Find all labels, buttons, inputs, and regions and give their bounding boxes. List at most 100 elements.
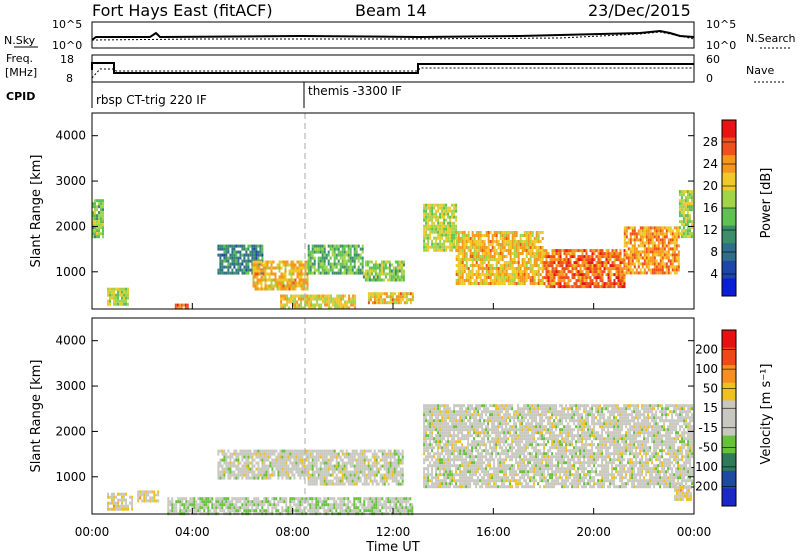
data-cell: [435, 218, 438, 222]
data-cell: [371, 295, 374, 299]
data-cell: [601, 255, 604, 259]
data-cell: [441, 224, 444, 228]
data-cell: [251, 503, 254, 507]
data-cell: [427, 452, 430, 456]
data-cell: [483, 276, 486, 279]
data-cell: [639, 253, 642, 257]
data-cell: [298, 260, 301, 264]
data-cell: [102, 205, 104, 209]
data-cell: [623, 238, 626, 242]
data-cell: [290, 281, 293, 285]
data-cell: [611, 255, 614, 259]
data-cell: [287, 506, 290, 510]
data-cell: [345, 268, 348, 272]
data-cell: [329, 458, 332, 462]
data-region: [252, 260, 309, 291]
data-cell: [375, 506, 378, 510]
data-cell: [443, 203, 446, 207]
data-cell: [325, 476, 328, 480]
data-cell: [369, 509, 372, 513]
data-cell: [355, 247, 358, 251]
data-cell: [645, 232, 648, 236]
data-cell: [237, 473, 240, 477]
data-cell: [451, 203, 454, 207]
data-cell: [549, 282, 552, 286]
data-cell: [487, 243, 490, 246]
data-cell: [310, 306, 313, 310]
data-cell: [307, 509, 310, 513]
data-cell: [293, 509, 296, 513]
data-cell: [429, 464, 432, 468]
data-cell: [511, 243, 514, 246]
data-cell: [541, 264, 544, 267]
data-cell: [225, 244, 228, 248]
data-cell: [357, 479, 360, 483]
data-cell: [304, 278, 307, 282]
data-cell: [131, 495, 134, 499]
data-cell: [253, 247, 256, 251]
data-cell: [437, 419, 440, 423]
data-cell: [379, 473, 382, 477]
data-cell: [113, 498, 115, 502]
data-cell: [149, 490, 152, 494]
data-cell: [284, 278, 287, 282]
data-cell: [581, 252, 584, 256]
data-cell: [305, 464, 308, 468]
data-cell: [643, 250, 646, 254]
data-cell: [667, 259, 670, 263]
data-cell: [327, 497, 330, 501]
data-cell: [455, 258, 458, 261]
data-cell: [445, 467, 448, 471]
data-cell: [637, 250, 640, 254]
data-cell: [287, 470, 290, 474]
data-cell: [381, 452, 384, 456]
data-cell: [231, 503, 234, 507]
data-cell: [256, 263, 259, 267]
data-cell: [98, 214, 100, 218]
data-cell: [427, 467, 430, 471]
data-cell: [489, 240, 492, 243]
data-cell: [102, 226, 104, 230]
data-cell: [595, 249, 598, 253]
data-cell: [303, 470, 306, 474]
data-cell: [296, 284, 299, 288]
data-cell: [125, 498, 127, 502]
data-cell: [565, 273, 568, 277]
data-cell: [353, 253, 356, 257]
data-cell: [409, 292, 412, 296]
data-cell: [309, 455, 312, 459]
data-cell: [320, 294, 323, 298]
data-cell: [374, 272, 377, 276]
data-cell: [294, 303, 297, 307]
data-cell: [247, 244, 250, 248]
data-cell: [347, 253, 350, 257]
data-cell: [237, 461, 240, 465]
data-cell: [304, 300, 307, 304]
data-cell: [479, 243, 482, 246]
data-cell: [605, 258, 608, 262]
data-cell: [347, 455, 350, 459]
data-cell: [117, 507, 119, 511]
data-cell: [637, 259, 640, 263]
data-cell: [463, 252, 466, 255]
data-cell: [175, 500, 178, 504]
data-cell: [455, 473, 458, 477]
data-cell: [467, 276, 470, 279]
data-cell: [291, 467, 294, 471]
data-cell: [445, 239, 448, 243]
data-cell: [217, 503, 220, 507]
data-cell: [495, 261, 498, 264]
data-cell: [309, 506, 312, 510]
data-cell: [353, 503, 356, 507]
data-cell: [511, 237, 514, 240]
data-cell: [311, 467, 314, 471]
data-cell: [651, 241, 654, 245]
data-cell: [323, 455, 326, 459]
data-cell: [287, 449, 290, 453]
data-cell: [495, 237, 498, 240]
data-cell: [545, 261, 548, 265]
data-cell: [451, 449, 454, 453]
data-cell: [529, 243, 532, 246]
data-cell: [289, 467, 292, 471]
data-cell: [280, 300, 283, 304]
